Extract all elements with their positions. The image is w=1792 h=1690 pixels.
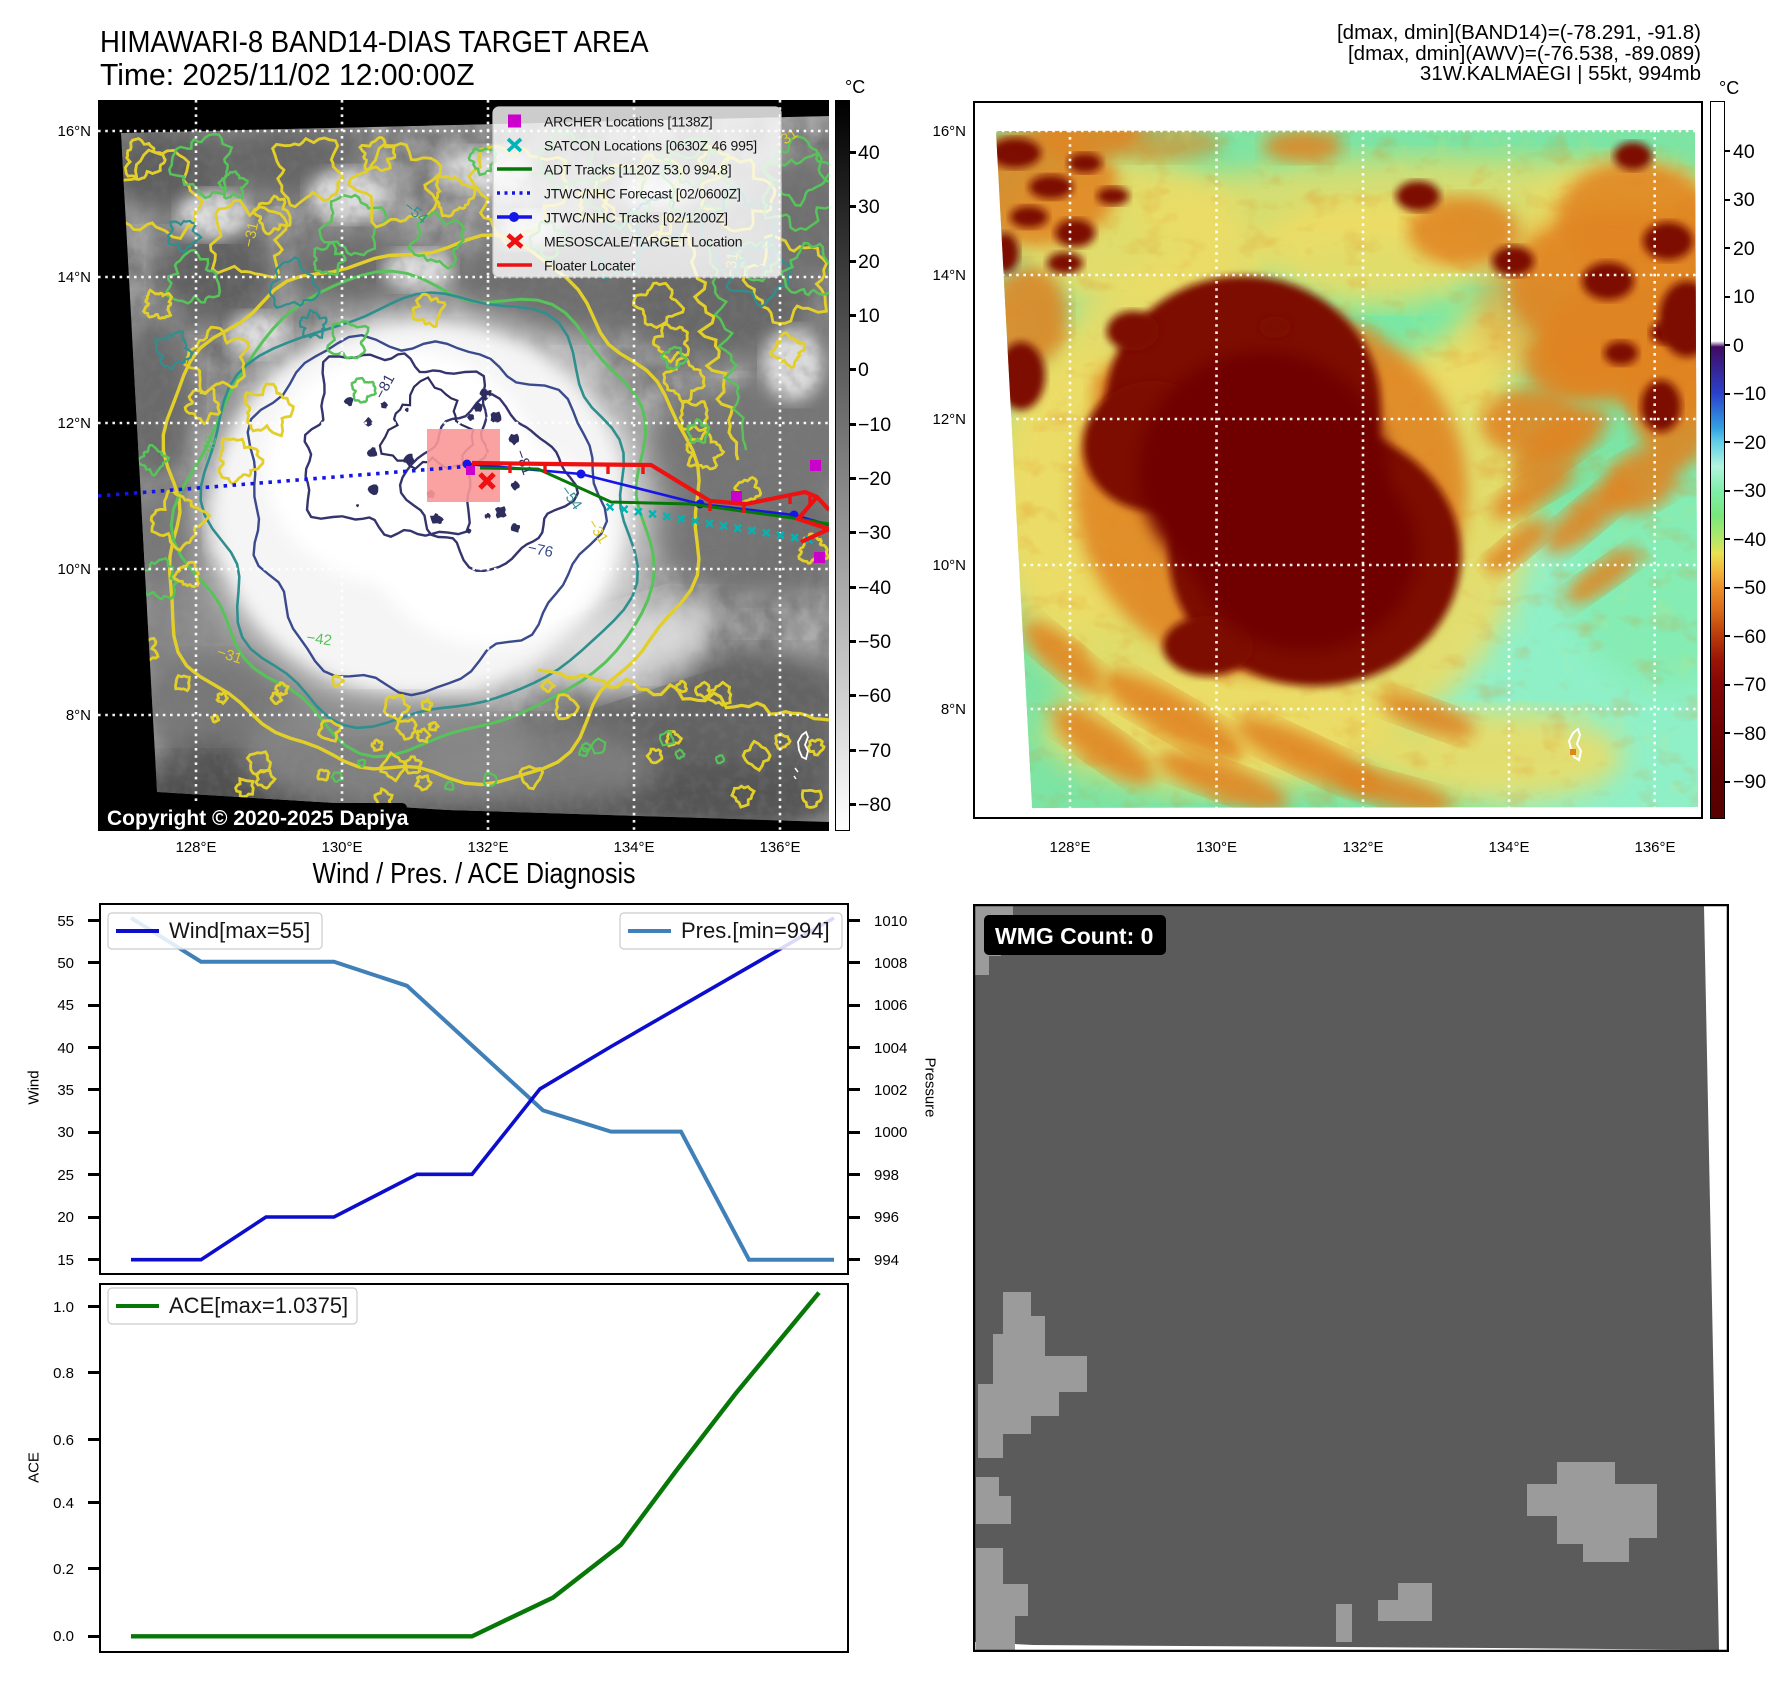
svg-text:SATCON Locations [0630Z 46 995: SATCON Locations [0630Z 46 995] xyxy=(544,138,757,154)
svg-text:Floater Locater: Floater Locater xyxy=(544,258,636,274)
svg-text:JTWC/NHC Forecast [02/0600Z]: JTWC/NHC Forecast [02/0600Z] xyxy=(544,186,741,202)
svg-text:WMG Count: 0: WMG Count: 0 xyxy=(995,923,1153,949)
svg-text:Copyright © 2020-2025 Dapiya: Copyright © 2020-2025 Dapiya xyxy=(107,807,409,830)
svg-text:Pres.[min=994]: Pres.[min=994] xyxy=(681,918,830,943)
svg-text:MESOSCALE/TARGET Location: MESOSCALE/TARGET Location xyxy=(544,234,742,250)
svg-text:−42: −42 xyxy=(197,434,220,463)
svg-text:Wind[max=55]: Wind[max=55] xyxy=(169,918,310,943)
svg-text:−42: −42 xyxy=(305,629,333,649)
svg-text:JTWC/NHC Tracks [02/1200Z]: JTWC/NHC Tracks [02/1200Z] xyxy=(544,210,728,226)
svg-text:ARCHER Locations [1138Z]: ARCHER Locations [1138Z] xyxy=(544,114,712,130)
svg-text:−31: −31 xyxy=(240,220,262,248)
svg-text:ACE[max=1.0375]: ACE[max=1.0375] xyxy=(169,1293,348,1318)
svg-text:−76: −76 xyxy=(526,539,554,561)
svg-text:ADT Tracks [1120Z 53.0 994.8]: ADT Tracks [1120Z 53.0 994.8] xyxy=(544,162,731,178)
